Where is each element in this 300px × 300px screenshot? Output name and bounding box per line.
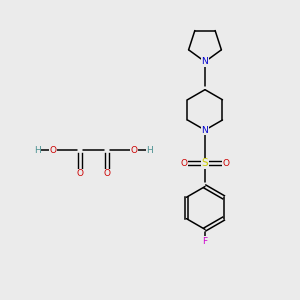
Text: N: N — [202, 126, 208, 135]
Text: N: N — [202, 57, 208, 66]
Text: O: O — [181, 159, 188, 168]
Text: O: O — [50, 146, 57, 154]
Text: F: F — [202, 237, 208, 246]
Text: O: O — [77, 169, 84, 178]
Text: O: O — [103, 169, 110, 178]
Text: O: O — [222, 159, 229, 168]
Text: H: H — [147, 146, 153, 154]
Text: H: H — [34, 146, 40, 154]
Text: S: S — [202, 158, 208, 168]
Text: O: O — [130, 146, 137, 154]
